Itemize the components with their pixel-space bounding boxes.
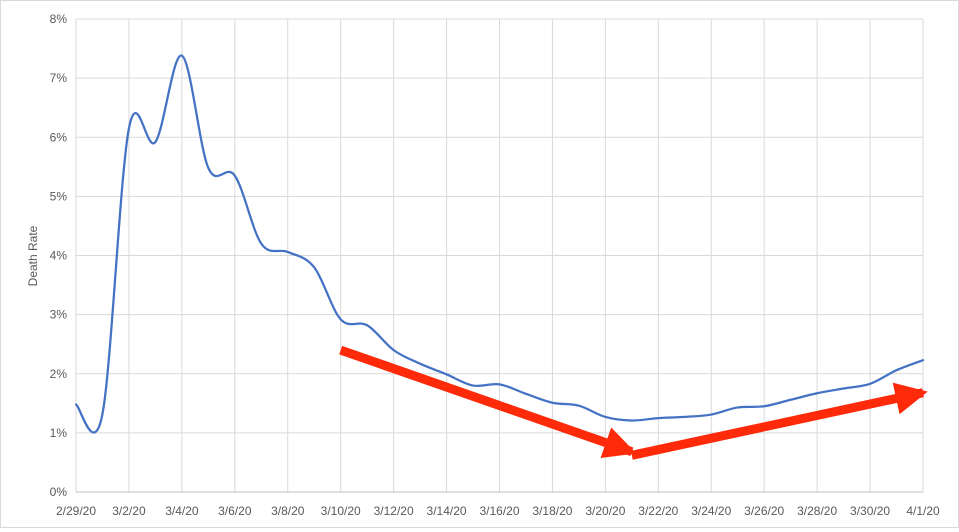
data-point [285, 249, 290, 254]
series-line [74, 54, 925, 434]
y-tick-label: 2% [50, 367, 68, 381]
data-point [868, 381, 873, 386]
y-tick-label: 5% [50, 189, 68, 203]
data-point [497, 382, 502, 387]
data-point [365, 323, 370, 328]
y-tick-label: 7% [50, 71, 68, 85]
x-tick-label: 3/4/20 [165, 504, 199, 518]
x-tick-label: 3/16/20 [479, 504, 519, 518]
data-point [338, 317, 343, 322]
x-tick-label: 3/8/20 [271, 504, 305, 518]
x-tick-label: 3/24/20 [691, 504, 731, 518]
data-point [312, 265, 317, 270]
down-trend-arrow [339, 345, 637, 459]
x-tick-label: 3/28/20 [797, 504, 837, 518]
data-point [815, 391, 820, 396]
y-tick-label: 8% [50, 12, 68, 26]
data-point [550, 400, 555, 405]
data-point [762, 404, 767, 409]
axes: 0% 1% 2% 3% 4% 5% 6% 7% 8% 2/29/20 3/2/20 3/4/20 3/6… [50, 12, 940, 518]
x-tick-label: 3/30/20 [850, 504, 890, 518]
data-point [206, 165, 211, 170]
data-point [921, 358, 926, 363]
x-tick-label: 3/18/20 [532, 504, 572, 518]
x-tick-label: 3/2/20 [112, 504, 146, 518]
x-tick-label: 3/10/20 [321, 504, 361, 518]
gridlines [75, 18, 924, 493]
x-tick-label: 2/29/20 [56, 504, 96, 518]
y-axis-title: Death Rate [26, 225, 40, 286]
x-tick-label: 3/6/20 [218, 504, 252, 518]
data-point [232, 173, 237, 178]
data-point [709, 412, 714, 417]
y-tick-label: 1% [50, 426, 68, 440]
x-tick-label: 3/26/20 [744, 504, 784, 518]
y-tick-label: 3% [50, 308, 68, 322]
y-tick-label: 0% [50, 485, 68, 499]
data-point [629, 418, 634, 423]
data-point [418, 361, 423, 366]
data-point [788, 397, 793, 402]
y-tick-label: 4% [50, 249, 68, 263]
data-point [894, 368, 899, 373]
data-point [74, 402, 79, 407]
data-point [471, 383, 476, 388]
data-point [444, 372, 449, 377]
data-point [259, 241, 264, 246]
data-point [126, 126, 131, 131]
data-point [841, 386, 846, 391]
data-point [656, 416, 661, 421]
annotations [339, 345, 928, 460]
data-point [603, 414, 608, 419]
y-tick-label: 6% [50, 130, 68, 144]
data-point [179, 53, 184, 58]
data-point [735, 405, 740, 410]
data-point [523, 391, 528, 396]
series-layer [74, 53, 926, 434]
data-point [153, 139, 158, 144]
x-tick-label: 3/22/20 [638, 504, 678, 518]
data-point [576, 403, 581, 408]
data-point [100, 411, 105, 416]
x-tick-label: 3/20/20 [585, 504, 625, 518]
x-tick-label: 3/14/20 [427, 504, 467, 518]
data-point [682, 414, 687, 419]
x-tick-label: 4/1/20 [906, 504, 940, 518]
up-trend-arrow [630, 382, 928, 460]
data-point [391, 348, 396, 353]
x-tick-label: 3/12/20 [374, 504, 414, 518]
